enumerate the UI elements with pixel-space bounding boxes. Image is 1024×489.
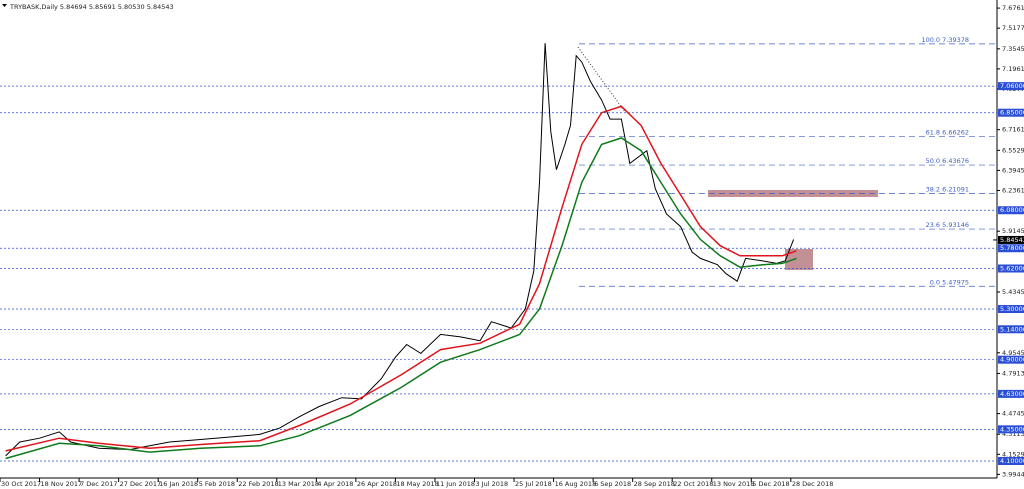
y-tick-label: 6.39450 — [1002, 166, 1024, 174]
level-label: 5.62000 — [1000, 264, 1024, 272]
y-tick-label: 4.15290 — [1002, 450, 1024, 458]
x-tick-label: 25 Jul 2018 — [515, 480, 552, 488]
y-tick-label: 6.23610 — [1002, 186, 1024, 194]
level-tag — [998, 389, 1024, 398]
x-tick-label: 6 Sep 2018 — [594, 480, 631, 488]
y-tick-label: 4.79130 — [1002, 369, 1024, 377]
zone — [785, 249, 813, 270]
level-tag — [998, 325, 1024, 334]
price-line — [5, 137, 797, 460]
y-tick-label: 3.99445 — [1002, 470, 1024, 478]
x-tick-label: 22 Feb 2018 — [238, 480, 278, 488]
y-tick-label: 7.51770 — [1002, 24, 1024, 32]
level-label: 5.78000 — [1000, 244, 1024, 252]
x-tick-label: 26 Apr 2018 — [357, 480, 397, 488]
x-tick-label: 4 Apr 2018 — [317, 480, 353, 488]
x-tick-label: 11 Jun 2018 — [436, 480, 475, 488]
x-tick-label: 7 Dec 2017 — [80, 480, 117, 488]
y-tick-label: 5.43450 — [1002, 288, 1024, 296]
x-tick-label: 27 Dec 2017 — [120, 480, 162, 488]
fib-label: 23.6 5.93146 — [926, 221, 969, 229]
level-label: 4.90000 — [1000, 356, 1024, 364]
x-tick-label: 28 Dec 2018 — [792, 480, 834, 488]
level-label: 4.35000 — [1000, 425, 1024, 433]
fib-label: 50.0 6.43676 — [926, 157, 969, 165]
fib-label: 38.2 6.21091 — [926, 186, 969, 194]
y-tick-label: 6.55290 — [1002, 146, 1024, 154]
y-tick-label: 4.47450 — [1002, 410, 1024, 418]
title-arrow — [2, 4, 7, 7]
level-label: 7.06000 — [1000, 82, 1024, 90]
level-tag — [998, 457, 1024, 466]
price-line — [5, 43, 795, 457]
level-tag — [998, 305, 1024, 314]
level-tag — [998, 82, 1024, 91]
level-label: 6.08000 — [1000, 206, 1024, 214]
level-label: 6.85000 — [1000, 109, 1024, 117]
current-price-tag — [998, 235, 1024, 244]
price-line — [5, 105, 797, 452]
current-price-label: 5.84543 — [1000, 236, 1024, 244]
y-tick-label: 6.71610 — [1002, 126, 1024, 134]
x-tick-label: 5 Feb 2018 — [199, 480, 235, 488]
y-tick-label: 7.35450 — [1002, 45, 1024, 53]
y-tick-label: 7.19610 — [1002, 65, 1024, 73]
fib-label: 61.8 6.66262 — [926, 128, 969, 136]
level-label: 4.63000 — [1000, 390, 1024, 398]
level-tag — [998, 108, 1024, 117]
fib-label: 100.0 7.39378 — [921, 36, 969, 44]
x-tick-label: 13 Nov 2018 — [713, 480, 755, 488]
y-tick-label: 4.31130 — [1002, 430, 1024, 438]
fib-label: 0.0 5.47975 — [930, 278, 969, 286]
y-tick-label: 5.91450 — [1002, 227, 1024, 235]
x-tick-label: 5 Dec 2018 — [752, 480, 789, 488]
level-label: 5.30000 — [1000, 305, 1024, 313]
level-tag — [998, 425, 1024, 434]
x-tick-label: 16 Aug 2018 — [555, 480, 597, 488]
x-tick-label: 30 Oct 2017 — [1, 480, 41, 488]
y-tick-label: 7.67610 — [1002, 4, 1024, 12]
x-tick-label: 16 Jan 2018 — [159, 480, 198, 488]
x-tick-label: 18 May 2018 — [396, 480, 438, 488]
x-tick-label: 3 Jul 2018 — [475, 480, 508, 488]
level-tag — [998, 355, 1024, 364]
x-tick-label: 28 Sep 2018 — [634, 480, 675, 488]
x-tick-label: 22 Oct 2018 — [673, 480, 713, 488]
trend-line — [577, 46, 626, 113]
x-tick-label: 13 Mar 2018 — [278, 480, 319, 488]
y-tick-label: 4.95450 — [1002, 349, 1024, 357]
level-tag — [998, 206, 1024, 215]
level-tag — [998, 244, 1024, 253]
x-tick-label: 18 Nov 2017 — [41, 480, 83, 488]
chart-title: TRYBASK,Daily 5.84694 5.85691 5.80530 5.… — [9, 3, 174, 11]
level-label: 4.10000 — [1000, 457, 1024, 465]
level-tag — [998, 264, 1024, 273]
level-label: 5.14000 — [1000, 325, 1024, 333]
